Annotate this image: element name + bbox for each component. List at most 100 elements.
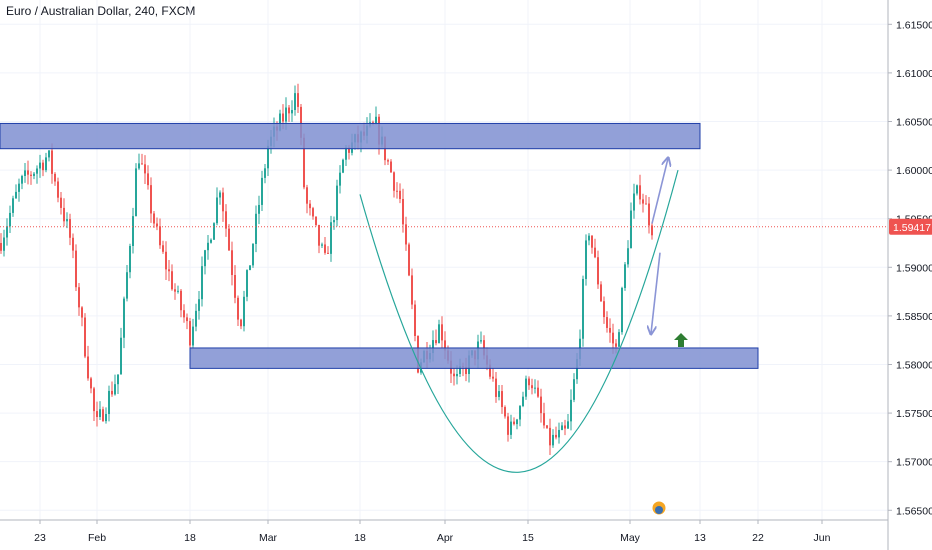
candle-body: [33, 173, 35, 176]
candle-body: [594, 247, 596, 258]
candle-body: [597, 257, 599, 285]
candle-body: [414, 304, 416, 336]
candle-body: [159, 226, 161, 246]
candle-body: [303, 137, 305, 188]
candle-body: [162, 245, 164, 252]
candle-body: [30, 174, 32, 176]
support-zone[interactable]: [189, 347, 759, 369]
candle-body: [6, 226, 8, 238]
candle-body: [549, 427, 551, 446]
candle-body: [585, 240, 587, 279]
candle-body: [207, 242, 209, 251]
candle-body: [501, 391, 503, 408]
candle-body: [249, 265, 251, 271]
candle-body: [432, 340, 434, 354]
candle-body: [405, 224, 407, 245]
chart-title: Euro / Australian Dollar, 240, FXCM: [6, 4, 196, 18]
candle-body: [459, 366, 461, 374]
candle-body: [186, 317, 188, 322]
candle-body: [453, 373, 455, 377]
candle-body: [45, 157, 47, 171]
candle-body: [60, 197, 62, 208]
candle-body: [600, 284, 602, 302]
time-tick-label: Jun: [814, 532, 831, 544]
candle-body: [63, 207, 65, 222]
projection-arrow-up[interactable]: [651, 158, 668, 224]
candle-body: [228, 228, 230, 251]
candle-body: [330, 222, 332, 254]
candle-body: [456, 373, 458, 377]
candle-body: [168, 269, 170, 272]
candle-body: [195, 310, 197, 327]
time-tick-label: 23: [34, 532, 46, 544]
candle-body: [189, 321, 191, 346]
candle-body: [573, 379, 575, 400]
candle-body: [129, 246, 131, 273]
price-tick-label: 1.61000: [896, 68, 932, 80]
candle-body: [54, 173, 56, 182]
candle-body: [237, 297, 239, 320]
candle-body: [222, 192, 224, 212]
candle-body: [285, 107, 287, 122]
candle-body: [525, 378, 527, 397]
candle-body: [540, 396, 542, 414]
candle-body: [216, 197, 218, 224]
candle-body: [537, 387, 539, 397]
candle-body: [342, 159, 344, 173]
candle-body: [495, 378, 497, 397]
candle-body: [192, 326, 194, 346]
price-tick-label: 1.60500: [896, 116, 932, 128]
candle-body: [288, 107, 290, 114]
time-tick-label: Feb: [88, 532, 106, 544]
candle-body: [105, 414, 107, 422]
rounding-bottom-curve[interactable]: [359, 169, 679, 473]
candle-body: [402, 199, 404, 225]
candle-body: [240, 319, 242, 327]
candle-body: [42, 162, 44, 171]
candle-body: [297, 93, 299, 107]
candle-body: [252, 243, 254, 266]
projection-arrow-down[interactable]: [651, 252, 661, 334]
price-tick-label: 1.58000: [896, 359, 932, 371]
candle-body: [621, 287, 623, 333]
candle-body: [489, 364, 491, 377]
candle-body: [153, 213, 155, 224]
candle-body: [435, 340, 437, 344]
candle-body: [519, 406, 521, 420]
candle-body: [339, 172, 341, 186]
candle-body: [24, 170, 26, 177]
candle-body: [123, 298, 125, 338]
candle-body: [132, 216, 134, 247]
candle-body: [156, 223, 158, 227]
candle-body: [348, 147, 350, 153]
price-tick-label: 1.57500: [896, 408, 932, 420]
candle-body: [444, 340, 446, 351]
candle-body: [510, 421, 512, 435]
candle-body: [18, 183, 20, 192]
time-tick-label: 18: [184, 532, 196, 544]
candle-body: [39, 162, 41, 169]
time-tick-label: Apr: [437, 532, 454, 544]
candle-body: [618, 332, 620, 347]
resistance-zone[interactable]: [0, 122, 701, 150]
candle-body: [591, 235, 593, 248]
candle-body: [99, 409, 101, 418]
candle-body: [93, 388, 95, 412]
candle-body: [183, 310, 185, 318]
candle-body: [528, 378, 530, 386]
candle-body: [576, 359, 578, 380]
candle-body: [84, 317, 86, 357]
candle-body: [198, 299, 200, 311]
candle-body: [231, 250, 233, 276]
candle-body: [645, 203, 647, 205]
candle-body: [225, 211, 227, 229]
candle-body: [306, 187, 308, 204]
candle-body: [108, 390, 110, 415]
candle-body: [411, 275, 413, 305]
candle-body: [144, 164, 146, 174]
long-signal-icon: [674, 333, 688, 347]
candle-body: [630, 210, 632, 249]
candle-body: [3, 237, 5, 251]
candle-body: [126, 272, 128, 299]
